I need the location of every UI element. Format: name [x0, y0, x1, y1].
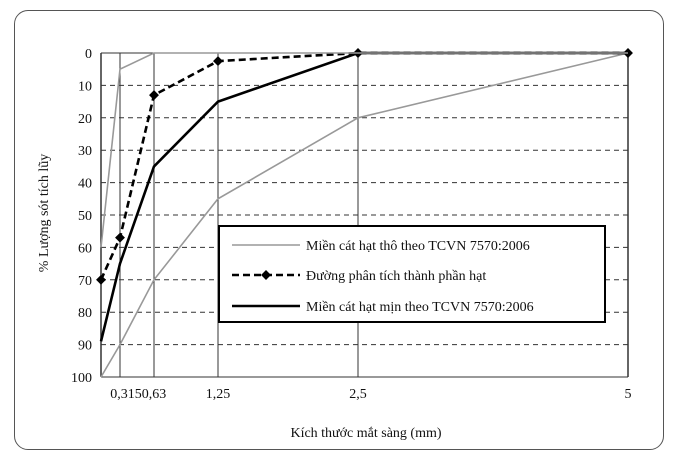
data-point — [149, 90, 159, 101]
data-point — [213, 56, 223, 67]
y-tick-label: 50 — [78, 209, 92, 224]
data-point — [96, 274, 106, 285]
series-line — [100, 52, 629, 378]
series-layer — [96, 48, 633, 378]
y-tick-label: 20 — [78, 112, 92, 127]
legend: Miền cát hạt thô theo TCVN 7570:2006 Đườn… — [218, 225, 606, 323]
y-tick-label: 30 — [78, 144, 92, 159]
x-tick-labels: 0,315 0,63 1,25 2,5 5 — [110, 387, 631, 402]
x-axis-title: Kích thước mắt sàng (mm) — [290, 426, 441, 441]
series-line — [99, 51, 628, 281]
legend-marker — [261, 270, 271, 280]
y-tick-label: 60 — [78, 241, 92, 256]
y-tick-labels: 0 10 20 30 40 50 60 70 80 90 100 — [71, 47, 92, 386]
x-tick-label: 1,25 — [206, 387, 231, 402]
y-tick-label: 0 — [85, 47, 92, 62]
y-tick-label: 90 — [78, 339, 92, 354]
y-tick-label: 10 — [78, 79, 92, 94]
y-axis-title: % Lượng sót tích lũy — [37, 154, 52, 272]
grid — [100, 52, 629, 378]
y-tick-label: 80 — [78, 306, 92, 321]
legend-label: Miền cát hạt thô theo TCVN 7570:2006 — [306, 239, 530, 254]
data-point — [115, 232, 125, 243]
x-tick-label: 0,63 — [142, 387, 167, 402]
legend-label: Miền cát hạt mịn theo TCVN 7570:2006 — [306, 300, 534, 315]
x-tick-label: 5 — [625, 387, 632, 402]
x-tick-label: 2,5 — [349, 387, 367, 402]
series-line — [100, 52, 628, 248]
y-tick-label: 100 — [71, 371, 92, 386]
x-tick-label: 0,315 — [110, 387, 142, 402]
y-tick-label: 40 — [78, 177, 92, 192]
y-tick-label: 70 — [78, 274, 92, 289]
legend-label: Đường phân tích thành phần hạt — [306, 269, 486, 284]
